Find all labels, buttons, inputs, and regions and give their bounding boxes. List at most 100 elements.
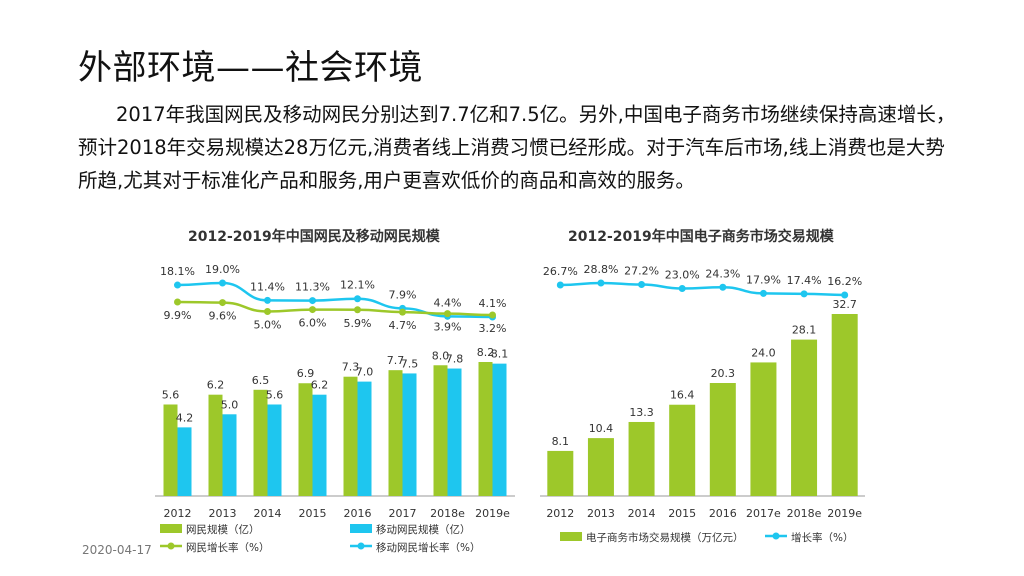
chart1-bar-label-1-2018e: 7.8 <box>446 353 464 366</box>
chart1-bar-label-1-2015: 6.2 <box>311 379 329 392</box>
chart1-x-tick-2016: 2016 <box>344 507 372 520</box>
chart1-bar-0-2019e <box>478 362 493 496</box>
chart1-bar-label-1-2016: 7.0 <box>356 366 374 379</box>
chart2-line-label-1-2017e: 17.9% <box>746 273 781 286</box>
chart2-legend-swatch-0 <box>560 532 582 541</box>
chart1-line-label-3-2018e: 4.4% <box>434 296 462 309</box>
chart2-line-point-1-2015 <box>678 285 686 293</box>
chart1-bar-label-0-2018e: 8.0 <box>432 349 450 362</box>
chart1-line-label-3-2017: 7.9% <box>389 288 417 301</box>
chart1-x-tick-2017: 2017 <box>389 507 417 520</box>
chart2-x-tick-2015: 2015 <box>668 507 696 520</box>
chart1-bar-label-1-2017: 7.5 <box>401 357 419 370</box>
chart1-line-label-3-2013: 19.0% <box>205 263 240 276</box>
chart1-bar-0-2016 <box>343 376 358 496</box>
intro-paragraph-text: 2017年我国网民及移动网民分别达到7.7亿和7.5亿。另外,中国电子商务市场继… <box>78 103 956 192</box>
chart2-line-point-1-2017e <box>759 289 767 297</box>
chart1-line-point-3-2016 <box>354 295 361 303</box>
chart1-bar-1-2013 <box>222 414 237 496</box>
chart1-line-label-2-2017: 4.7% <box>389 319 417 332</box>
chart2-line-point-1-2019e <box>841 291 849 299</box>
chart1-bar-label-1-2019e: 8.1 <box>491 348 509 361</box>
chart2-line-1 <box>560 281 845 297</box>
chart2-line-label-1-2016: 24.3% <box>705 267 740 280</box>
chart2-x-tick-2019e: 2019e <box>827 507 862 520</box>
chart2-x-tick-2016: 2016 <box>709 507 737 520</box>
chart1-bar-0-2018e <box>433 365 448 496</box>
chart1-line-label-3-2012: 18.1% <box>160 265 195 278</box>
chart2-x-tick-2013: 2013 <box>587 507 615 520</box>
chart2-bar-0-2018e <box>791 339 818 496</box>
chart1-line-label-3-2019e: 4.1% <box>479 297 507 310</box>
chart2-bar-0-2013 <box>587 438 614 496</box>
chart1-bar-label-0-2012: 5.6 <box>162 388 180 401</box>
chart1-line-point-2-2015 <box>309 306 316 314</box>
chart2-line-label-1-2013: 28.8% <box>583 263 618 276</box>
chart1-legend-dot-2 <box>167 542 175 550</box>
chart1-bar-label-0-2016: 7.3 <box>342 361 360 374</box>
chart2-x-tick-2014: 2014 <box>628 507 656 520</box>
chart1-line-label-2-2012: 9.9% <box>164 309 192 322</box>
chart2-line-point-1-2016 <box>719 283 727 291</box>
chart2-bar-0-2017e <box>750 362 777 496</box>
chart1-line-label-3-2016: 12.1% <box>340 279 375 292</box>
intro-paragraph: 2017年我国网民及移动网民分别达到7.7亿和7.5亿。另外,中国电子商务市场继… <box>78 98 958 197</box>
chart1-bar-0-2017 <box>388 370 403 496</box>
chart1-line-point-3-2015 <box>309 297 316 305</box>
chart1-bar-1-2014 <box>267 404 282 496</box>
chart1-bar-0-2013 <box>208 394 223 496</box>
chart2-line-label-1-2012: 26.7% <box>543 265 578 278</box>
chart2-bar-0-2019e <box>831 314 858 496</box>
chart2-legend-text-1: 增长率（%） <box>791 531 853 544</box>
chart2-legend-text-0: 电子商务市场交易规模（万亿元） <box>586 531 744 544</box>
chart1-line-point-3-2013 <box>219 279 226 287</box>
chart1-line-point-3-2012 <box>174 281 181 289</box>
chart1-line-point-2-2018e <box>444 310 451 318</box>
chart1-bar-1-2015 <box>312 394 327 496</box>
chart1-line-point-2-2013 <box>219 299 226 307</box>
chart1-bar-1-2018e <box>447 368 462 496</box>
chart2-line-point-1-2012 <box>556 281 564 289</box>
chart1-line-3 <box>177 281 493 319</box>
chart1-bar-label-0-2019e: 8.2 <box>477 346 495 359</box>
chart1-line-point-3-2014 <box>264 296 271 304</box>
chart1-x-tick-2018e: 2018e <box>430 507 465 520</box>
chart2-x-tick-2017e: 2017e <box>746 507 781 520</box>
chart1-legend-text-1: 移动网民规模（亿） <box>376 523 471 536</box>
chart1-line-label-2-2019e: 3.2% <box>479 322 507 335</box>
chart2-x-tick-2012: 2012 <box>546 507 574 520</box>
chart1-bar-label-0-2014: 6.5 <box>252 374 270 387</box>
chart1-bar-1-2016 <box>357 381 372 496</box>
chart2-line-label-1-2015: 23.0% <box>665 269 700 282</box>
chart2-bar-label-0-2019e: 32.7 <box>832 298 857 311</box>
chart1-bar-0-2015 <box>298 383 313 496</box>
chart2-line-label-1-2018e: 17.4% <box>787 274 822 287</box>
chart1-x-tick-2013: 2013 <box>209 507 237 520</box>
chart2-line-point-1-2013 <box>597 279 605 287</box>
chart2-legend-dot-1 <box>772 532 780 540</box>
chart1-bar-1-2017 <box>402 373 417 496</box>
chart1-line-point-2-2014 <box>264 308 271 316</box>
chart1-line-point-2-2019e <box>489 311 496 319</box>
chart2-line-point-1-2018e <box>800 290 808 298</box>
chart1-bar-1-2012 <box>177 427 192 496</box>
chart2-line-point-1-2014 <box>638 281 646 289</box>
chart2-line-label-1-2014: 27.2% <box>624 265 659 278</box>
chart1-x-tick-2019e: 2019e <box>475 507 510 520</box>
chart1-bar-label-0-2015: 6.9 <box>297 367 315 380</box>
chart1-x-tick-2014: 2014 <box>254 507 282 520</box>
chart1-line-label-2-2014: 5.0% <box>254 319 282 332</box>
chart1-legend-text-2: 网民增长率（%） <box>186 541 269 554</box>
chart1-line-label-3-2015: 11.3% <box>295 281 330 294</box>
chart1-line-label-2-2015: 6.0% <box>299 317 327 330</box>
chart1-legend-text-0: 网民规模（亿） <box>186 523 260 536</box>
chart1-legend-swatch-0 <box>160 524 182 533</box>
page-title: 外部环境——社会环境 <box>78 48 423 88</box>
chart2-x-tick-2018e: 2018e <box>787 507 822 520</box>
chart1-line-label-2-2018e: 3.9% <box>434 321 462 334</box>
chart2-title: 2012-2019年中国电子商务市场交易规模 <box>568 229 834 245</box>
chart1-bar-label-1-2014: 5.6 <box>266 388 284 401</box>
chart2-bar-label-0-2013: 10.4 <box>589 422 614 435</box>
chart1-line-point-2-2016 <box>354 306 361 314</box>
